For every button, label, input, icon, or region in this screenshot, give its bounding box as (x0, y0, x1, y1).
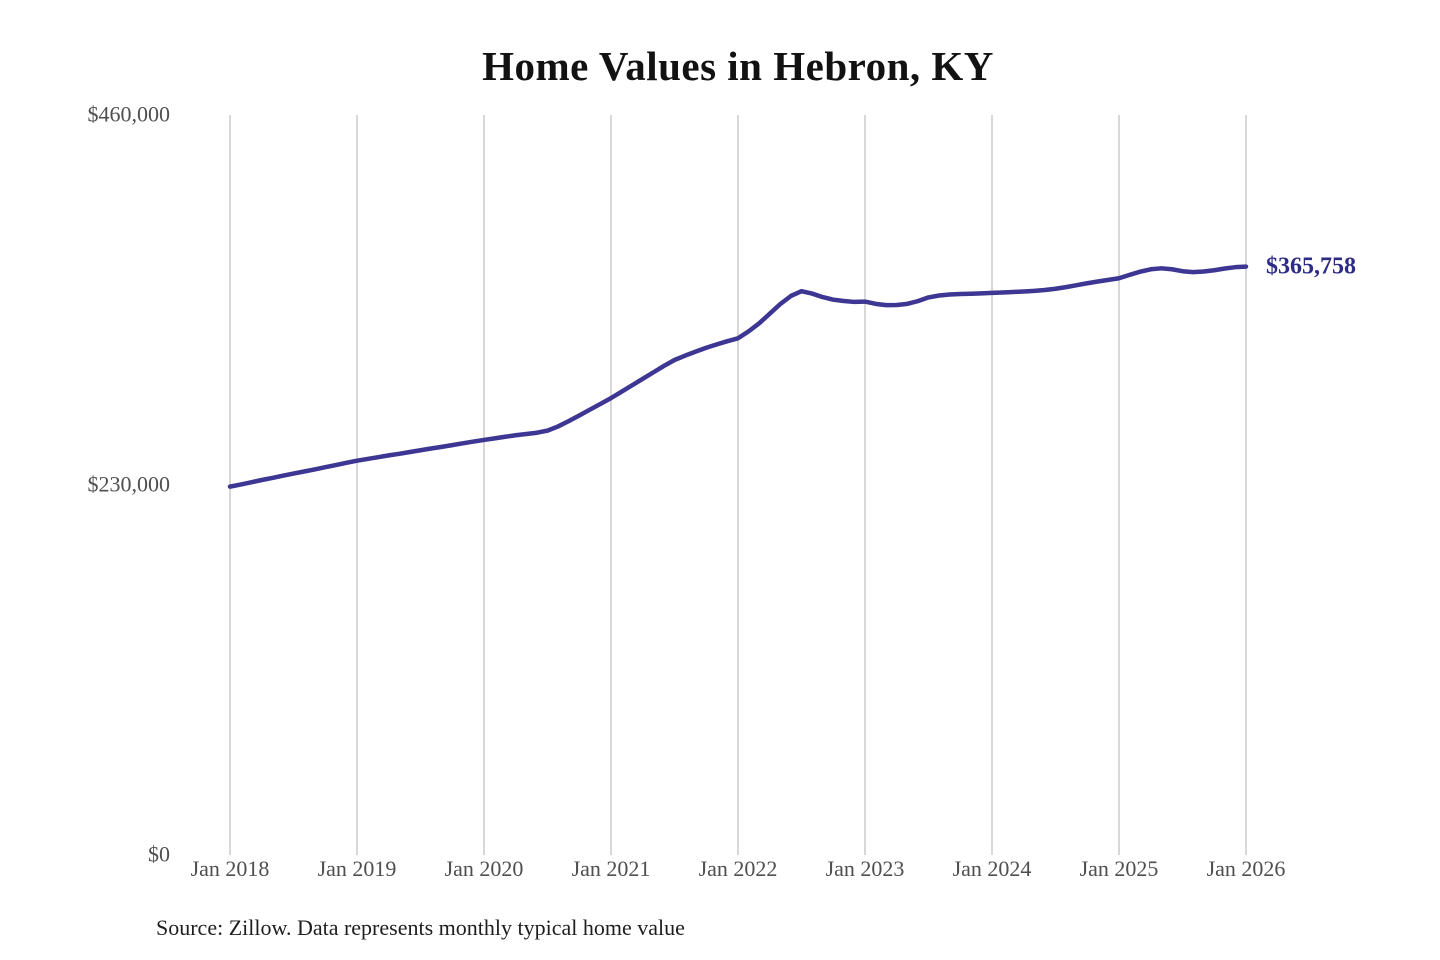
home-value-line (227, 264, 1249, 489)
x-axis-tick-label: Jan 2024 (952, 856, 1032, 881)
x-axis-tick-label: Jan 2023 (825, 856, 905, 881)
y-axis-tick-label: $460,000 (87, 101, 171, 127)
x-axis-tick-label: Jan 2025 (1079, 856, 1159, 881)
latest-value-label: $365,758 (1266, 253, 1356, 280)
x-axis-tick-label: Jan 2021 (571, 856, 651, 881)
x-axis-tick-label: Jan 2019 (317, 856, 397, 881)
chart-title: Home Values in Hebron, KY (482, 43, 994, 89)
x-axis-tick-label: Jan 2018 (190, 856, 270, 881)
y-axis-tick-label: $0 (148, 841, 170, 867)
source-note: Source: Zillow. Data represents monthly … (156, 915, 685, 940)
y-axis-tick-label: $230,000 (87, 471, 171, 497)
x-axis-tick-label: Jan 2020 (444, 856, 524, 881)
x-axis-tick-label: Jan 2026 (1206, 856, 1286, 881)
x-axis-tick-label: Jan 2022 (698, 856, 778, 881)
